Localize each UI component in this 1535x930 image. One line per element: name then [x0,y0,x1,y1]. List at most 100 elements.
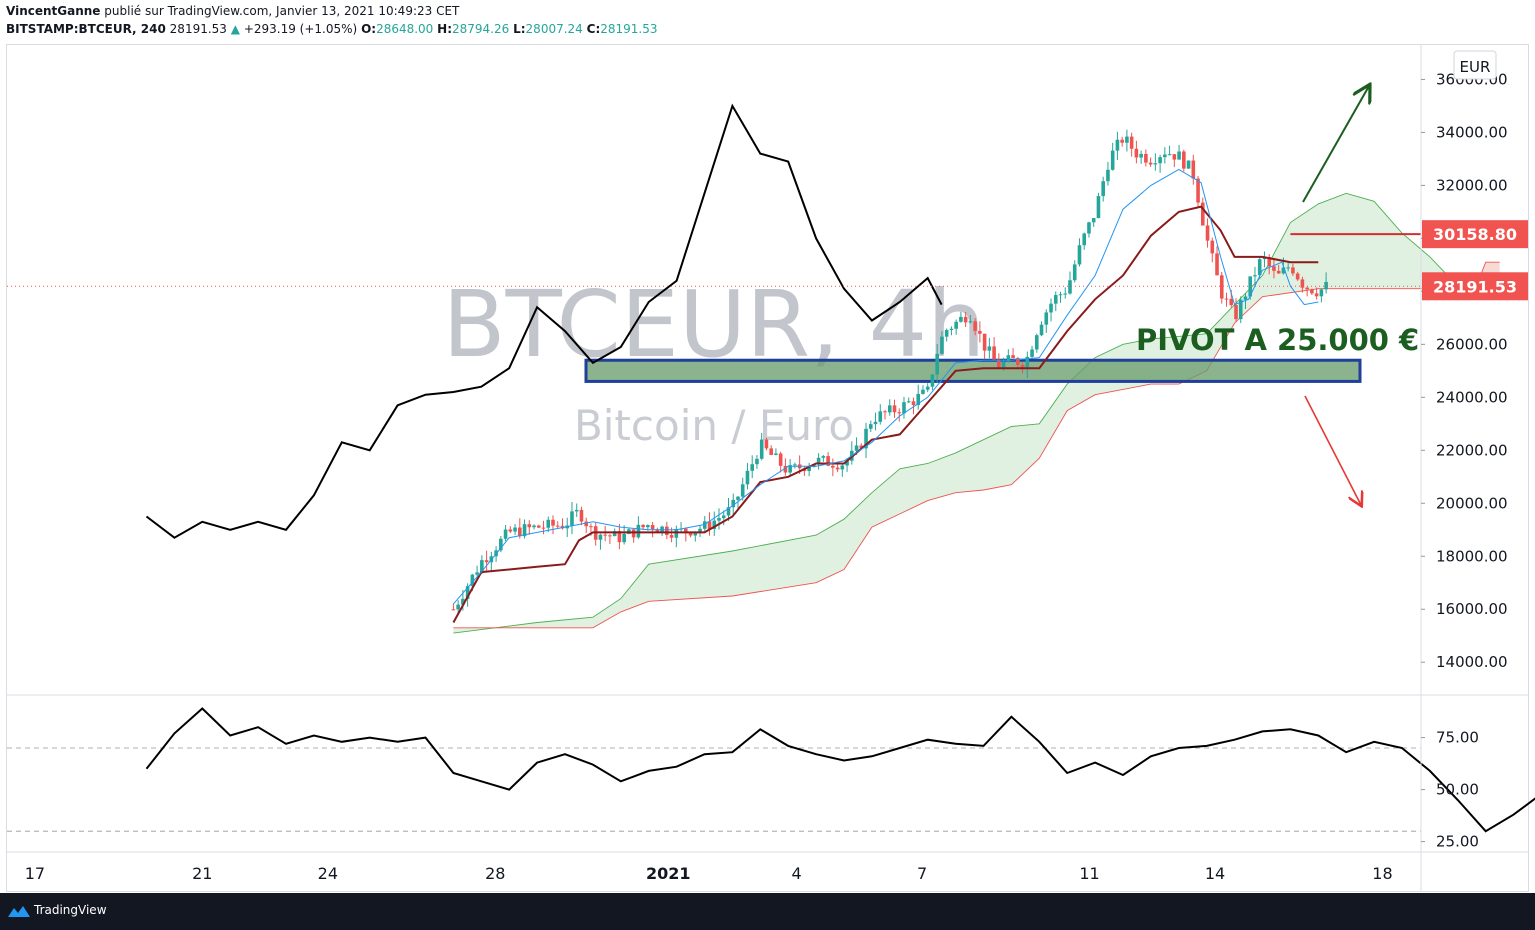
candle-body [570,511,574,526]
rsi-tick-label: 25.00 [1436,833,1479,851]
chart-canvas[interactable]: BTCEUR, 4h Bitcoin / Euro 14000.0016000.… [0,0,1535,893]
change-value: +293.19 (+1.05%) [243,22,358,36]
candle-body [702,521,707,529]
candle-body [807,466,811,472]
price-tick-label: 24000.00 [1436,388,1508,406]
time-tick-label: 21 [192,864,212,883]
candle-body [1144,153,1148,163]
candle-body [484,560,489,563]
candle-body [887,405,892,413]
candle-body [707,521,712,530]
candle-body [1006,355,1011,362]
time-tick-label: 11 [1079,864,1099,883]
candle-body [503,529,508,539]
candle-body [826,456,830,466]
candle-body [1058,294,1063,296]
candle-body [522,524,527,537]
chart-frame [6,44,1529,892]
candle-body [973,321,977,331]
candle-body [1063,293,1068,295]
time-tick-label: 24 [318,864,338,883]
candle-body [1101,181,1105,197]
candle-body [840,465,845,470]
candle-body [921,389,925,394]
candle-body [949,328,954,331]
price-tick-label: 34000.00 [1436,123,1508,141]
axes: 14000.00 16000.00 18000.00 20000.00 22000.00… [7,45,1528,892]
candle-body [1310,289,1314,294]
candle-body [755,458,759,465]
footer-bar [0,893,1535,930]
currency-badge[interactable] [1453,50,1497,80]
candle-body [736,496,740,500]
candle-body [1229,298,1234,306]
bearish-arrow[interactable] [1304,395,1361,505]
candle-body [916,393,921,406]
candle-body [1319,289,1324,297]
candle-body [555,525,560,527]
up-arrow-icon: ▲ [230,22,240,36]
candle-body [717,518,721,521]
candle-body [1158,157,1162,164]
candle-body [892,405,897,413]
chart-header: VincentGanne publié sur TradingView.com,… [0,0,1535,40]
candle-body [650,525,655,530]
price-tag-label: 28191.53 [1433,277,1517,296]
rsi-pane[interactable] [7,707,1535,833]
candle-body [470,574,475,587]
candle-body [721,515,726,519]
candle-body [944,330,949,337]
candle-body [1129,136,1134,149]
price-tick-label: 14000.00 [1436,653,1508,671]
candle-body [1148,162,1153,165]
price-tag-label: 30158.80 [1433,225,1517,244]
candle-body [617,531,622,543]
candle-body [954,321,958,329]
candle-body [1243,296,1248,300]
candle-body [518,527,522,537]
candle-body [1011,355,1015,359]
candle-body [646,525,650,528]
candle-body [940,336,944,354]
candle-body [655,529,660,532]
candle-body [1096,196,1101,219]
candle-body [527,524,532,528]
candle-body [731,499,736,508]
candle-body [669,535,674,538]
bullish-arrow[interactable] [1302,86,1369,203]
chikou-span-line [145,103,943,539]
candle-body [1324,281,1328,290]
time-tick-label: 4 [791,864,801,883]
open-value: 28648.00 [376,22,434,36]
candle-body [1068,280,1072,294]
pivot-annotation: PIVOT A 25.000 € [1136,323,1419,357]
tradingview-brand[interactable]: TradingView [34,903,107,917]
currency-label[interactable]: EUR [1460,58,1491,76]
candle-body [1305,287,1309,290]
low-value: 28007.24 [525,22,583,36]
candle-body [992,346,996,360]
time-tick-label: 17 [25,864,45,883]
pivot-zone[interactable] [584,358,1362,383]
watermark-subtitle: Bitcoin / Euro [574,401,854,450]
candle-body [684,528,688,533]
candle-body [1238,299,1243,320]
candle-body [1295,273,1300,280]
candle-body [1072,264,1077,281]
candle-body [1267,257,1271,267]
price-tick-label: 32000.00 [1436,176,1508,194]
candle-body [1106,169,1110,182]
candle-body [1253,275,1257,277]
candle-body [963,316,968,323]
candle-body [1091,218,1096,223]
candle-body [461,598,465,605]
candle-body [1172,154,1177,160]
tradingview-logo-icon[interactable] [8,905,30,917]
candle-body [750,464,755,471]
candle-body [584,521,589,527]
candle-body [1215,253,1219,276]
candle-body [897,412,902,414]
candle-body [1020,364,1025,369]
candle-body [816,457,821,465]
price-pane[interactable] [7,86,1500,634]
